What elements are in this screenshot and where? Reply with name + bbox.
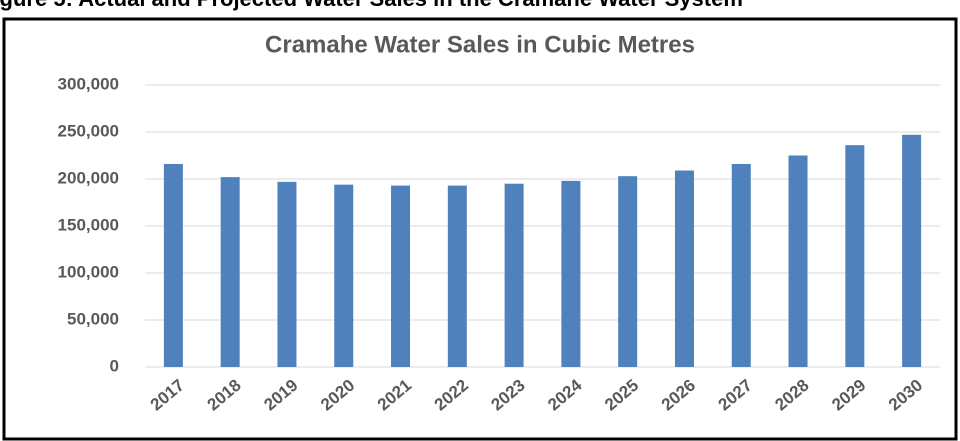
bar: [674, 170, 694, 367]
chart-border: [2, 17, 958, 441]
x-tick-label: 2017: [147, 376, 188, 415]
x-tick-label: 2023: [487, 376, 528, 415]
x-tick-label: 2030: [885, 376, 926, 415]
bar: [504, 183, 524, 367]
y-tick-label: 150,000: [58, 215, 119, 234]
y-tick-label: 100,000: [58, 262, 119, 281]
y-tick-label: 300,000: [58, 74, 119, 93]
x-tick-label: 2022: [431, 376, 472, 415]
y-tick-label: 200,000: [58, 168, 119, 187]
bar: [391, 185, 411, 367]
x-tick-label: 2018: [204, 376, 245, 415]
x-tick-label: 2026: [658, 376, 699, 415]
x-tick-label: 2021: [374, 376, 415, 415]
bar: [277, 181, 297, 367]
x-tick-label: 2028: [771, 376, 812, 415]
y-tick-label: 250,000: [58, 121, 119, 140]
bar: [447, 185, 467, 367]
bar: [334, 184, 354, 367]
caption: Figure 5: Actual and Projected Water Sal…: [0, 0, 743, 11]
bar: [845, 145, 865, 367]
bar: [731, 163, 751, 367]
y-tick-label: 50,000: [67, 309, 119, 328]
x-tick-label: 2029: [828, 376, 869, 415]
bar: [788, 155, 808, 367]
bar: [220, 177, 240, 367]
x-tick-label: 2019: [260, 376, 301, 415]
y-tick-label: 0: [110, 356, 119, 375]
chart-title: Cramahe Water Sales in Cubic Metres: [265, 31, 695, 58]
bar: [163, 163, 183, 367]
bar: [618, 176, 638, 367]
bar: [561, 180, 581, 367]
x-tick-label: 2027: [715, 376, 756, 415]
x-tick-label: 2024: [544, 375, 586, 414]
x-tick-label: 2025: [601, 376, 642, 415]
bar: [902, 134, 922, 367]
x-tick-label: 2020: [317, 376, 358, 415]
